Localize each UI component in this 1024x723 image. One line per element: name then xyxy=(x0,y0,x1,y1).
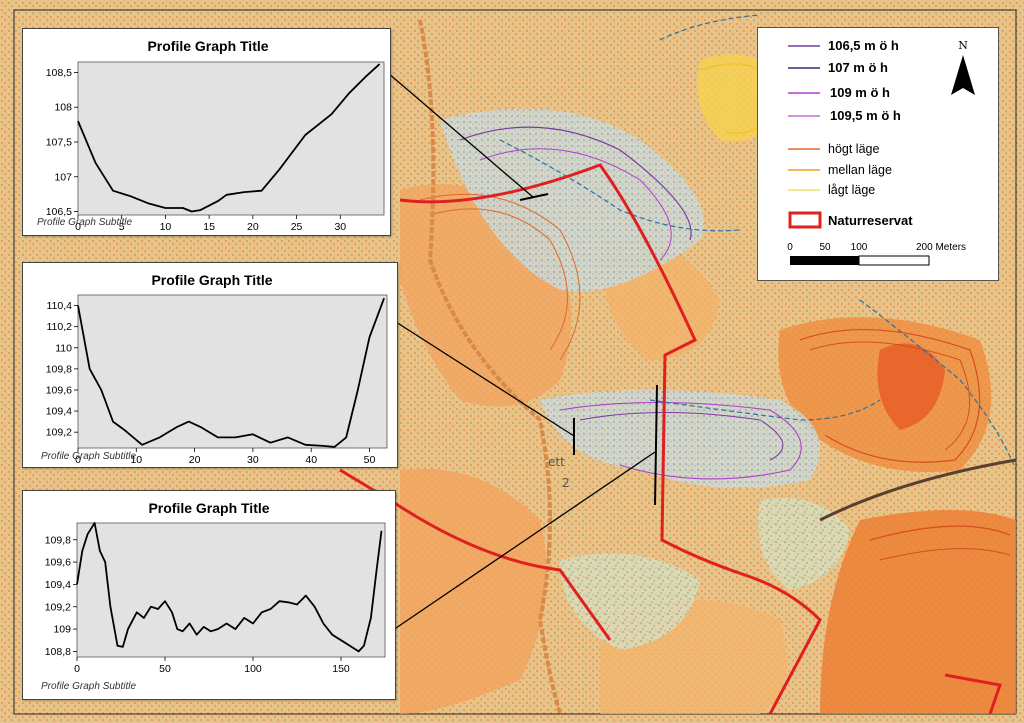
legend-label: Naturreservat xyxy=(828,213,913,228)
y-tick-label: 109,2 xyxy=(45,601,71,613)
nature-reserve-boundary xyxy=(339,163,1002,715)
plot-area xyxy=(77,61,385,216)
scale-segment xyxy=(858,255,930,266)
elevation-profile-line xyxy=(77,297,385,448)
road xyxy=(819,458,1017,522)
x-tick-label: 30 xyxy=(247,454,259,466)
map-frame xyxy=(13,9,1017,715)
legend-label: 106,5 m ö h xyxy=(828,38,899,53)
y-tick-label: 109,6 xyxy=(45,557,71,569)
legend-reserve-item: Naturreservat xyxy=(788,211,913,229)
legend-label: högt läge xyxy=(828,142,879,156)
legend-graphic: 106,5 m ö h 107 m ö h 109 m ö h 109,5 m … xyxy=(787,38,975,266)
chart-subtitle: Profile Graph Subtitle xyxy=(41,451,136,462)
legend-level-item: lågt läge xyxy=(788,183,875,197)
axes: 108,8 109 109,2 109,4 109,6 109,8 0 50 100 150 xyxy=(45,534,350,675)
y-tick-label: 109,2 xyxy=(46,427,72,439)
y-tick-label: 108 xyxy=(54,102,72,114)
x-tick-label: 50 xyxy=(159,663,171,675)
x-tick-label: 0 xyxy=(75,454,81,466)
scale-tick-label: 0 xyxy=(787,242,793,253)
area-label-top: ett xyxy=(548,455,565,469)
y-tick-label: 107,5 xyxy=(46,136,72,148)
axes: 106,5 107 107,5 108 108,5 0 5 10 15 20 25 30 xyxy=(46,67,347,233)
legend-label: mellan läge xyxy=(828,163,892,177)
y-tick-label: 110,2 xyxy=(47,321,73,333)
x-tick-label: 10 xyxy=(130,454,142,466)
legend-contour-item: 109 m ö h xyxy=(788,85,890,100)
profile-line-group xyxy=(76,522,383,653)
y-tick-label: 109,8 xyxy=(45,534,71,546)
scale-tick-label: 50 xyxy=(819,242,831,253)
y-tick-label: 110,4 xyxy=(47,300,73,312)
profile-line-group xyxy=(77,63,381,213)
y-tick-label: 110 xyxy=(55,342,72,354)
chart-title: Profile Graph Title xyxy=(147,38,268,54)
leader-lines xyxy=(387,72,656,629)
legend-level-item: mellan läge xyxy=(788,163,892,177)
scale-tick-label: 100 xyxy=(851,242,868,253)
profile-chart-3: Profile Graph Title 108,8109109,2109,410… xyxy=(41,500,386,692)
x-tick-label: 40 xyxy=(305,454,317,466)
legend-level-item: högt läge xyxy=(788,142,879,156)
profile-panel-3: Profile Graph Title 108,8 109 109,2 109,4 10… xyxy=(22,490,396,700)
x-tick-label: 5 xyxy=(119,221,125,233)
chart-title: Profile Graph Title xyxy=(151,272,272,288)
axes: 109,2 109,4 109,6 109,8 110 110,2 110,4 0 10 20 30… xyxy=(46,300,376,466)
y-tick-label: 109,4 xyxy=(45,579,71,591)
north-label: N xyxy=(958,39,968,52)
legend-label: 109 m ö h xyxy=(830,85,890,100)
scale-segment xyxy=(790,256,825,265)
profile-panel-1: Profile Graph Title 106,5 107 107,5 108 108,… xyxy=(22,28,391,236)
x-tick-label: 0 xyxy=(74,663,80,675)
profile-transects xyxy=(519,193,658,506)
x-tick-label: 150 xyxy=(332,663,350,675)
plot-area xyxy=(76,522,386,658)
chart-subtitle: Profile Graph Subtitle xyxy=(37,217,132,228)
scale-segment xyxy=(825,256,859,265)
y-tick-label: 107 xyxy=(54,171,72,183)
y-tick-label: 106,5 xyxy=(46,206,72,218)
chart-subtitle: Profile Graph Subtitle xyxy=(41,681,136,692)
elevation-profile-line xyxy=(77,63,381,213)
north-arrow: N xyxy=(951,39,975,95)
y-tick-label: 109,8 xyxy=(46,363,72,375)
y-tick-label: 108,8 xyxy=(45,646,71,658)
y-tick-label: 109,6 xyxy=(46,384,72,396)
x-tick-label: 10 xyxy=(160,221,172,233)
x-tick-label: 25 xyxy=(291,221,303,233)
streams xyxy=(499,14,1017,471)
x-tick-label: 0 xyxy=(75,221,81,233)
x-tick-label: 100 xyxy=(244,663,262,675)
scale-tick-label: 200 Meters xyxy=(916,242,966,253)
scale-bar: 0 50 100 200 Meters xyxy=(787,242,966,266)
legend-label: lågt läge xyxy=(828,183,875,197)
legend-label: 107 m ö h xyxy=(828,60,888,75)
contour-lines xyxy=(419,63,1011,561)
y-tick-label: 108,5 xyxy=(46,67,72,79)
profile-chart-1: Profile Graph Title 106,5 107 107,5 108 108,… xyxy=(37,38,385,233)
profile-panel-2: Profile Graph Title 109,2 109,4 109,6 109,8… xyxy=(22,262,398,468)
x-tick-label: 20 xyxy=(189,454,201,466)
legend-contour-item: 109,5 m ö h xyxy=(788,108,901,123)
x-tick-label: 50 xyxy=(364,454,376,466)
legend-label: 109,5 m ö h xyxy=(830,108,901,123)
x-tick-label: 20 xyxy=(247,221,259,233)
x-tick-label: 15 xyxy=(203,221,215,233)
elevation-profile-line xyxy=(76,522,383,653)
profile-chart-2: Profile Graph Title 109,2 109,4 109,6 109,8… xyxy=(41,272,388,466)
north-arrow-icon xyxy=(951,55,975,95)
x-tick-label: 30 xyxy=(334,221,346,233)
chart-title: Profile Graph Title xyxy=(148,500,269,516)
profile-line-group xyxy=(77,297,385,448)
y-tick-label: 109 xyxy=(53,624,71,636)
legend-contour-item: 106,5 m ö h xyxy=(788,38,899,53)
legend-contour-item: 107 m ö h xyxy=(788,60,888,75)
map-legend: 106,5 m ö h 107 m ö h 109 m ö h 109,5 m … xyxy=(757,27,999,281)
area-label-bottom: 2 xyxy=(562,476,570,490)
legend-swatch xyxy=(788,211,822,229)
y-tick-label: 109,4 xyxy=(46,406,72,418)
plot-area xyxy=(77,294,388,449)
